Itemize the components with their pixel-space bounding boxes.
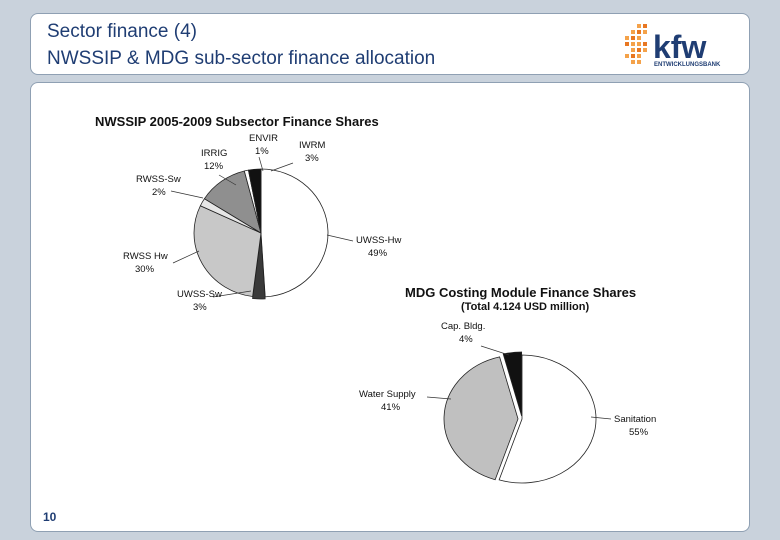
mdg-slice-cap-bldg- (502, 351, 523, 417)
logo-subtext: ENTWICKLUNGSBANK (654, 62, 721, 68)
logo-dot (631, 30, 635, 34)
leader-rwss-sw (170, 190, 204, 199)
chart2-subtitle: (Total 4.124 USD million) (461, 301, 589, 313)
content-panel: NWSSIP 2005-2009 Subsector Finance Share… (30, 82, 750, 532)
slide-title: Sector finance (4) (47, 21, 197, 42)
logo-dot (637, 48, 641, 52)
logo-dot (631, 60, 635, 64)
leader-rwss-hw (172, 250, 200, 264)
label-sanitation-value: 55% (629, 427, 649, 438)
label-iwrm-value: 3% (305, 153, 319, 164)
label-uwss-hw-value: 49% (368, 248, 388, 259)
page-number: 10 (43, 510, 57, 524)
logo-dot (637, 54, 641, 58)
label-sanitation-name: Sanitation (614, 414, 656, 425)
mdg-slice-sanitation (498, 354, 597, 484)
logo-dot (643, 42, 647, 46)
logo-dot (637, 42, 641, 46)
chart2-title: MDG Costing Module Finance Shares (405, 285, 636, 300)
logo-dot (637, 30, 641, 34)
leader-uwss-hw (326, 234, 354, 242)
logo-wordmark: kfw (653, 29, 706, 65)
logo-dot (631, 36, 635, 40)
mdg-slice-water-supply (443, 356, 519, 481)
label-rwss-hw-name: RWSS Hw (123, 251, 168, 262)
slide-subtitle: NWSSIP & MDG sub-sector finance allocati… (47, 48, 436, 69)
leader-capbldg (480, 345, 510, 356)
logo-dot (631, 54, 635, 58)
label-rwss-sw-name: RWSS-Sw (136, 174, 181, 185)
logo-dot (637, 36, 641, 40)
label-envir-name: ENVIR (249, 133, 278, 144)
label-capbldg-value: 4% (459, 334, 473, 345)
header-banner: Sector finance (4) NWSSIP & MDG sub-sect… (30, 13, 750, 75)
kfw-dot-logo-icon: kfw ENTWICKLUNGSBANK (625, 24, 721, 68)
label-iwrm-name: IWRM (299, 140, 325, 151)
label-rwss-sw-value: 2% (152, 187, 166, 198)
logo-dot (637, 24, 641, 28)
logo-dot (643, 30, 647, 34)
charts-canvas: NWSSIP 2005-2009 Subsector Finance Share… (95, 114, 656, 484)
label-water-supply-value: 41% (381, 402, 401, 413)
nwssip-slice-uwss-sw (252, 234, 266, 300)
logo-dot (637, 60, 641, 64)
nwssip-slice-rwss-hw (193, 205, 262, 297)
label-capbldg-name: Cap. Bldg. (441, 321, 485, 332)
leader-envir (258, 156, 264, 172)
label-irrig-value: 12% (204, 161, 224, 172)
logo-dot (643, 48, 647, 52)
label-water-supply-name: Water Supply (359, 389, 416, 400)
logo-dot (631, 42, 635, 46)
nwssip-slice-uwss-hw (260, 168, 329, 298)
leader-irrig (218, 174, 237, 186)
nwssip-slice-iwrm (247, 168, 262, 234)
label-uwss-hw-name: UWSS-Hw (356, 235, 402, 246)
label-rwss-hw-value: 30% (135, 264, 155, 275)
logo-dot (625, 42, 629, 46)
label-irrig-name: IRRIG (201, 148, 227, 159)
label-envir-value: 1% (255, 146, 269, 157)
logo-dot (625, 54, 629, 58)
chart1-title: NWSSIP 2005-2009 Subsector Finance Share… (95, 114, 379, 129)
leader-water-supply (426, 396, 452, 400)
logo-dot (643, 24, 647, 28)
label-uwss-sw-name: UWSS-Sw (177, 289, 222, 300)
leader-sanitation (590, 416, 612, 420)
logo-dot (631, 48, 635, 52)
logo-dot (625, 36, 629, 40)
label-uwss-sw-value: 3% (193, 302, 207, 313)
pie-mdg (443, 351, 597, 484)
pie-nwssip (193, 168, 329, 300)
leader-iwrm (270, 162, 294, 172)
leader-uwss-sw (212, 290, 252, 298)
